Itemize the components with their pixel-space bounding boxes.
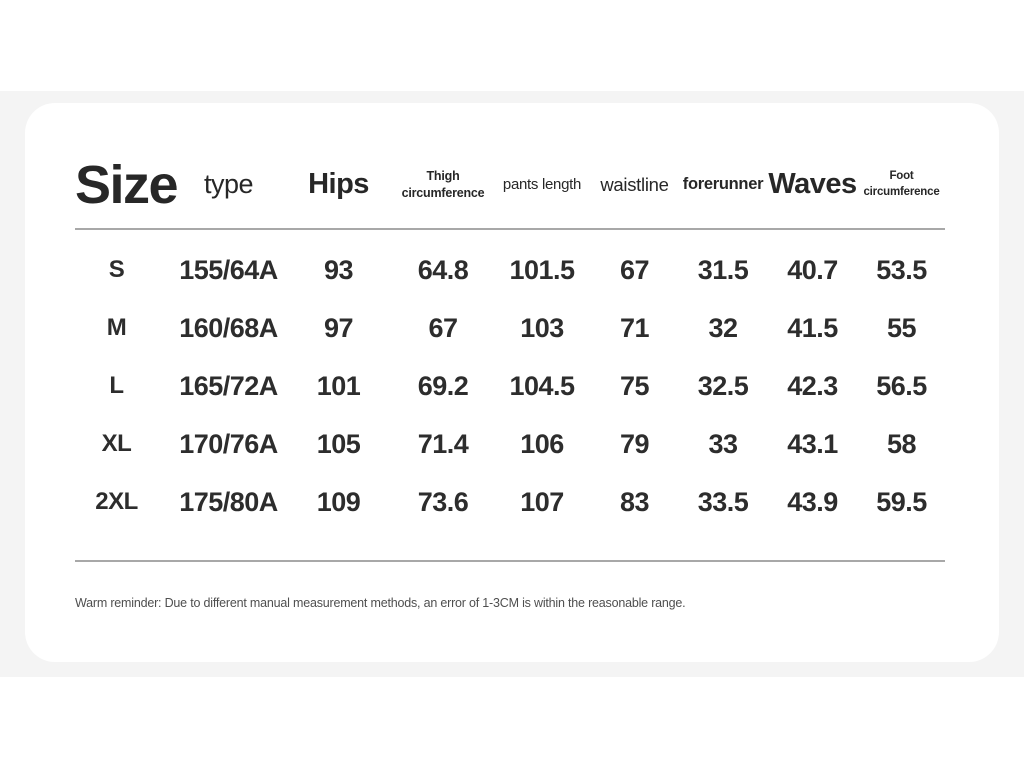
foot-cell: 56.5 [876, 370, 927, 401]
waistline-cell: 71 [619, 312, 650, 343]
header-row: Size type Hips Thigh circumference pants… [75, 103, 945, 228]
header-waistline: waistline [600, 173, 669, 195]
waves-cell: 43.1 [787, 428, 838, 459]
size-chart-card: Size type Hips Thigh circumference pants… [25, 103, 999, 662]
size-chart-title: Size [75, 154, 179, 215]
type-cell: 165/72A [179, 370, 278, 401]
header-divider [75, 228, 945, 230]
header-forerunner: forerunner [682, 175, 764, 193]
thigh-cell: 64.8 [417, 254, 469, 285]
waves-cell: 42.3 [787, 370, 838, 401]
header-pants-length: pants length [502, 176, 582, 193]
forerunner-cell: 33.5 [697, 486, 749, 517]
type-cell: 160/68A [179, 312, 278, 343]
header-hips: Hips [308, 168, 369, 200]
pants-length-cell: 107 [520, 486, 564, 517]
waistline-cell: 67 [619, 254, 650, 285]
type-cell: 175/80A [179, 486, 278, 517]
size-table-body: S 155/64A 93 64.8 101.5 67 31.5 40.7 53.… [75, 230, 945, 531]
pants-length-cell: 103 [520, 312, 564, 343]
foot-cell: 55 [886, 312, 917, 343]
footer-divider [75, 560, 945, 562]
waves-cell: 41.5 [787, 312, 838, 343]
table-row-xl: XL 170/76A 105 71.4 106 79 33 43.1 58 [75, 415, 945, 473]
header-type: type [203, 169, 254, 199]
type-cell: 170/76A [179, 428, 278, 459]
foot-cell: 59.5 [876, 486, 927, 517]
waistline-cell: 83 [619, 486, 650, 517]
hips-cell: 93 [323, 254, 354, 285]
forerunner-cell: 32.5 [697, 370, 749, 401]
hips-cell: 105 [316, 428, 361, 459]
thigh-cell: 69.2 [417, 370, 469, 401]
warm-reminder-note: Warm reminder: Due to different manual m… [75, 596, 686, 610]
forerunner-cell: 33 [708, 428, 738, 459]
pants-length-cell: 101.5 [509, 254, 575, 285]
forerunner-cell: 32 [708, 312, 738, 343]
type-cell: 155/64A [179, 254, 278, 285]
header-waves: Waves [768, 168, 857, 200]
waistline-cell: 75 [619, 370, 650, 401]
hips-cell: 101 [316, 370, 361, 401]
pants-length-cell: 104.5 [509, 370, 575, 401]
table-row-2xl: 2XL 175/80A 109 73.6 107 83 33.5 43.9 59… [75, 473, 945, 531]
table-row-s: S 155/64A 93 64.8 101.5 67 31.5 40.7 53.… [75, 241, 945, 299]
header-thigh-circumference: Thigh circumference [401, 169, 485, 200]
thigh-cell: 73.6 [417, 486, 469, 517]
waves-cell: 40.7 [787, 254, 838, 285]
size-cell: 2XL [95, 488, 138, 515]
size-cell: XL [101, 430, 132, 457]
waistline-cell: 79 [619, 428, 650, 459]
header-foot-circumference: Foot circumference [863, 169, 940, 198]
thigh-cell: 67 [428, 312, 458, 343]
table-row-m: M 160/68A 97 67 103 71 32 41.5 55 [75, 299, 945, 357]
thigh-cell: 71.4 [417, 428, 469, 459]
waves-cell: 43.9 [787, 486, 838, 517]
foot-cell: 53.5 [876, 254, 927, 285]
table-row-l: L 165/72A 101 69.2 104.5 75 32.5 42.3 56… [75, 357, 945, 415]
forerunner-cell: 31.5 [697, 254, 749, 285]
size-cell: S [108, 256, 125, 283]
hips-cell: 97 [323, 312, 354, 343]
hips-cell: 109 [316, 486, 361, 517]
size-cell: L [109, 372, 124, 399]
size-cell: M [106, 314, 127, 341]
foot-cell: 58 [886, 428, 917, 459]
pants-length-cell: 106 [520, 428, 564, 459]
